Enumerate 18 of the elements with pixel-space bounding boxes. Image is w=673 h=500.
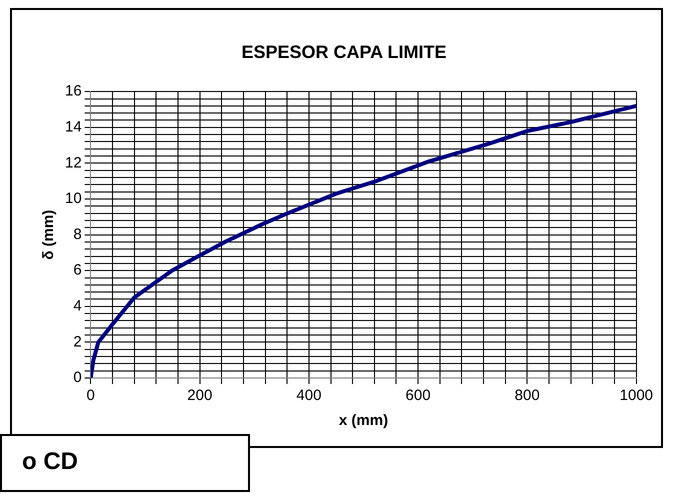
y-tick-label: 6: [73, 262, 82, 279]
text: o CD: [22, 448, 78, 475]
y-tick-label: 8: [73, 226, 82, 243]
x-tick-label: 600: [406, 387, 431, 404]
y-tick-label: 0: [73, 369, 82, 386]
y-tick-label: 10: [64, 190, 82, 208]
y-axis-title: δ (mm): [40, 210, 58, 260]
y-tick-label: 12: [64, 154, 82, 172]
x-tick-label: 200: [187, 387, 212, 404]
x-tick-label: 800: [514, 387, 540, 404]
y-tick-label: 14: [64, 118, 82, 136]
x-tick-label: 1000: [620, 387, 654, 404]
x-tick-label: 0: [86, 387, 95, 404]
y-tick-label: 2: [73, 333, 82, 350]
chart-title: ESPESOR CAPA LIMITE: [241, 42, 447, 62]
y-tick-label: 4: [73, 298, 82, 315]
x-tick-label: 400: [296, 387, 322, 404]
y-tick-label: 16: [64, 82, 82, 100]
